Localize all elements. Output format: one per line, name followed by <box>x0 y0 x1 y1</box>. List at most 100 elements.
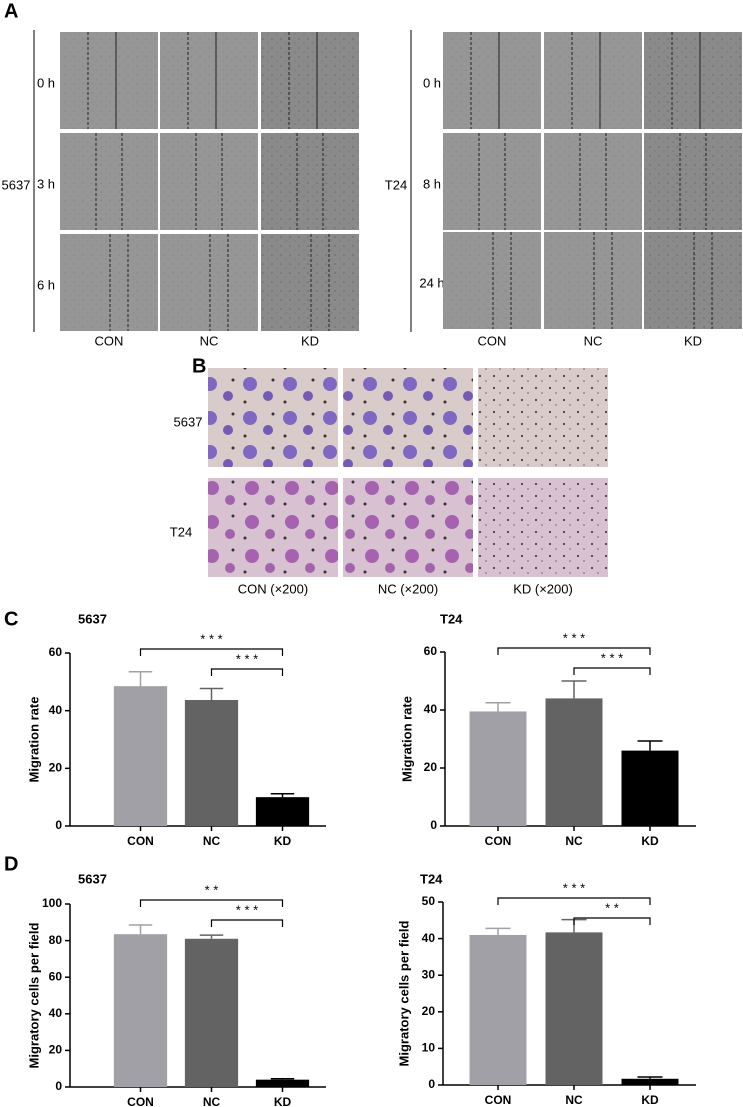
column-label: NC <box>200 333 219 348</box>
transwell-texture <box>343 368 473 467</box>
wound-texture <box>261 234 359 331</box>
y-tick-label: 20 <box>49 761 63 775</box>
column-label: NC (×200) <box>378 581 438 596</box>
row-label: 5637 <box>174 414 203 429</box>
wound-texture <box>544 32 642 129</box>
y-tick-label: 100 <box>42 896 62 910</box>
wound-texture <box>60 234 158 331</box>
significance-label: * * * <box>601 650 623 665</box>
panel-label: B <box>192 355 206 377</box>
wound-texture <box>160 133 258 230</box>
y-axis-label: Migration rate <box>399 696 414 782</box>
significance-bracket <box>497 897 651 905</box>
significance-bracket <box>139 899 284 907</box>
wound-texture <box>60 32 158 129</box>
y-axis-label: Migration rate <box>26 697 41 783</box>
time-label: 6 h <box>37 277 55 292</box>
significance-bracket <box>210 668 284 676</box>
transwell-texture <box>208 368 338 467</box>
bar <box>469 711 527 826</box>
y-tick-label: 40 <box>49 1006 63 1020</box>
time-label: 8 h <box>423 176 441 191</box>
bar <box>184 699 239 826</box>
significance-bracket <box>573 667 651 675</box>
significance-label: * * <box>605 900 619 915</box>
x-tick-label: CON <box>127 834 154 848</box>
x-tick-label: NC <box>565 1093 583 1107</box>
column-label: KD <box>684 333 702 348</box>
bar <box>469 934 527 1085</box>
wound-texture <box>60 133 158 230</box>
significance-label: * * * <box>563 630 585 645</box>
chart-title: T24 <box>440 611 463 626</box>
y-tick-label: 40 <box>49 703 63 717</box>
time-label: 3 h <box>37 176 55 191</box>
panel-label: A <box>4 0 18 22</box>
y-tick-label: 40 <box>422 931 436 945</box>
y-tick-label: 60 <box>49 969 63 983</box>
transwell-texture <box>478 368 608 467</box>
x-tick-label: NC <box>565 834 583 848</box>
wound-texture <box>644 232 742 329</box>
y-tick-label: 10 <box>422 1041 436 1055</box>
significance-bracket <box>497 647 651 655</box>
y-tick-label: 60 <box>424 644 438 658</box>
x-tick-label: NC <box>203 1095 221 1107</box>
significance-label: * * <box>205 882 219 897</box>
y-tick-label: 50 <box>422 894 436 908</box>
y-tick-label: 20 <box>424 760 438 774</box>
chart-title: 5637 <box>78 611 107 626</box>
wound-texture <box>160 32 258 129</box>
y-tick-label: 20 <box>49 1043 63 1057</box>
significance-label: * * * <box>200 631 222 646</box>
column-label: CON <box>478 333 507 348</box>
bar <box>113 686 168 826</box>
y-tick-label: 0 <box>430 818 437 832</box>
significance-bracket <box>139 648 284 656</box>
bar <box>113 934 168 1087</box>
y-tick-label: 0 <box>55 818 62 832</box>
bar <box>621 750 679 826</box>
y-tick-label: 60 <box>49 645 63 659</box>
x-tick-label: CON <box>485 834 512 848</box>
chart-title: T24 <box>420 871 443 886</box>
x-tick-label: CON <box>485 1093 512 1107</box>
time-label: 0 h <box>423 75 441 90</box>
column-label: CON <box>95 333 124 348</box>
column-label: KD <box>301 333 319 348</box>
transwell-texture <box>343 478 473 577</box>
panel-label: C <box>4 608 18 630</box>
significance-label: * * * <box>236 651 258 666</box>
x-tick-label: CON <box>127 1095 154 1107</box>
bar <box>255 797 310 826</box>
wound-texture <box>160 234 258 331</box>
y-tick-label: 20 <box>422 1004 436 1018</box>
significance-label: * * * <box>563 880 585 895</box>
y-tick-label: 30 <box>422 967 436 981</box>
panel-label: D <box>4 853 18 875</box>
y-axis-label: Migratory cells per field <box>26 922 41 1068</box>
x-tick-label: KD <box>641 1093 659 1107</box>
transwell-texture <box>208 478 338 577</box>
x-tick-label: NC <box>203 834 221 848</box>
wound-texture <box>443 133 541 230</box>
chart-title: 5637 <box>78 871 107 886</box>
x-tick-label: KD <box>274 1095 292 1107</box>
y-tick-label: 0 <box>55 1079 62 1093</box>
bar <box>545 932 603 1085</box>
column-label: CON (×200) <box>238 581 308 596</box>
wound-texture <box>443 232 541 329</box>
y-tick-label: 80 <box>49 933 63 947</box>
wound-texture <box>261 133 359 230</box>
bar <box>545 698 603 826</box>
wound-texture <box>443 32 541 129</box>
time-label: 0 h <box>37 75 55 90</box>
y-axis-label: Migratory cells per field <box>396 920 411 1066</box>
wound-texture <box>644 32 742 129</box>
wound-texture <box>544 133 642 230</box>
x-tick-label: KD <box>641 834 659 848</box>
significance-bracket <box>210 919 284 927</box>
y-tick-label: 0 <box>428 1077 435 1091</box>
